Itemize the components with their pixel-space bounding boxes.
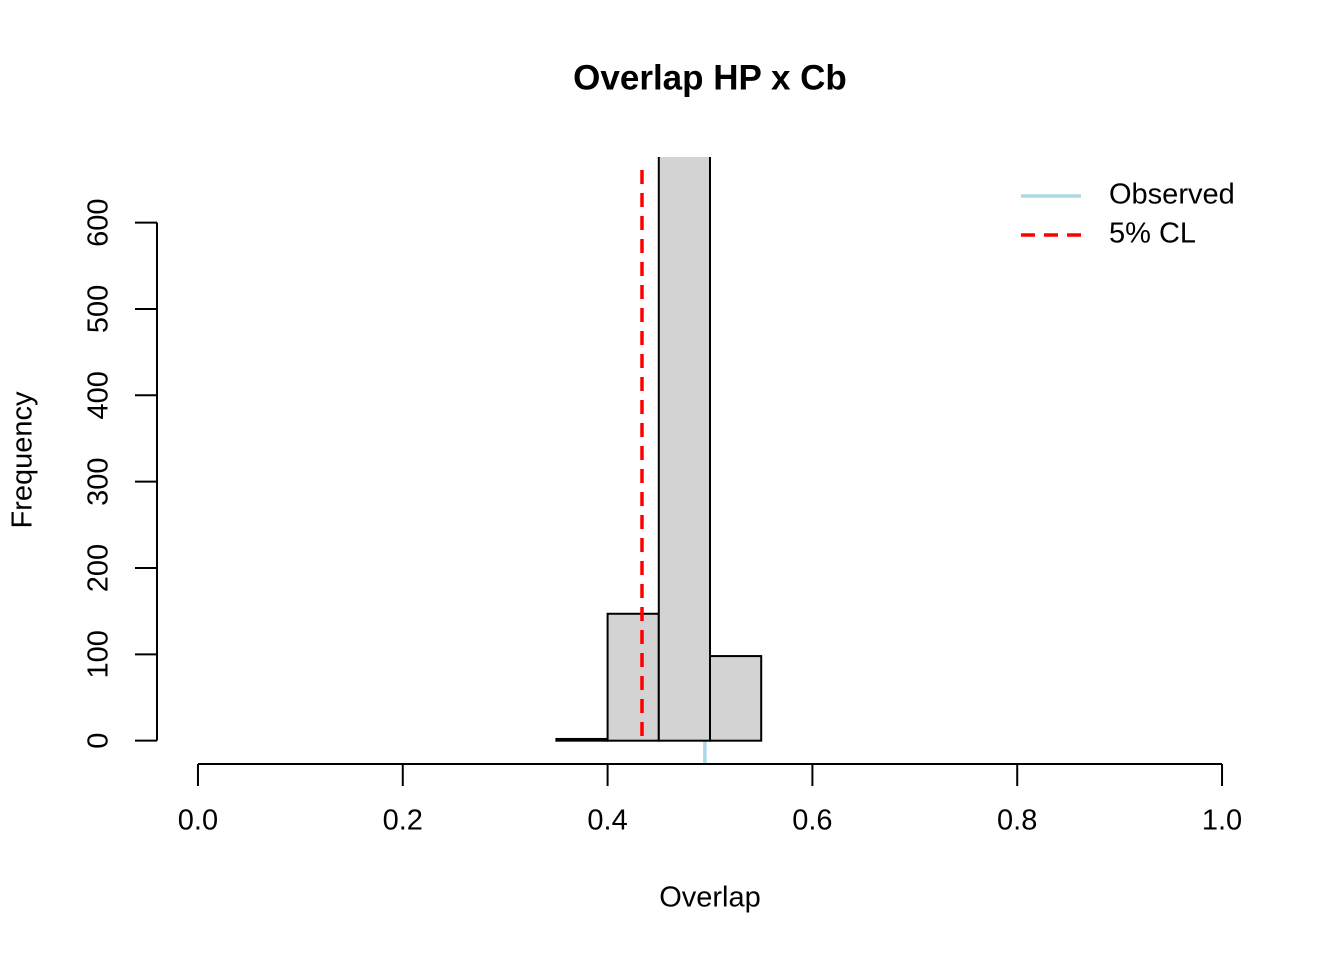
x-tick-label: 0.8: [997, 805, 1037, 837]
y-tick-label: 200: [83, 544, 115, 592]
x-tick-label: 1.0: [1202, 805, 1242, 837]
bar: [606, 612, 660, 742]
x-tick-label: 0.4: [587, 805, 627, 837]
y-tick-label: 100: [83, 630, 115, 678]
bar: [657, 157, 712, 742]
plot-area: [555, 157, 763, 764]
legend-label: Observed: [1109, 179, 1235, 211]
y-tick-label: 600: [83, 198, 115, 246]
bar: [555, 737, 609, 742]
legend-label: 5% CL: [1109, 218, 1196, 250]
y-tick-label: 400: [83, 371, 115, 419]
y-tick-label: 300: [83, 457, 115, 505]
bar: [709, 655, 763, 742]
y-axis-label: Frequency: [7, 391, 39, 529]
x-axis-label: Overlap: [659, 882, 761, 914]
x-tick-label: 0.6: [792, 805, 832, 837]
y-tick-label: 500: [83, 285, 115, 333]
y-tick-label: 0: [83, 733, 115, 749]
chart-title: Overlap HP x Cb: [573, 58, 847, 97]
x-tick-label: 0.0: [178, 805, 218, 837]
x-tick-label: 0.2: [383, 805, 423, 837]
